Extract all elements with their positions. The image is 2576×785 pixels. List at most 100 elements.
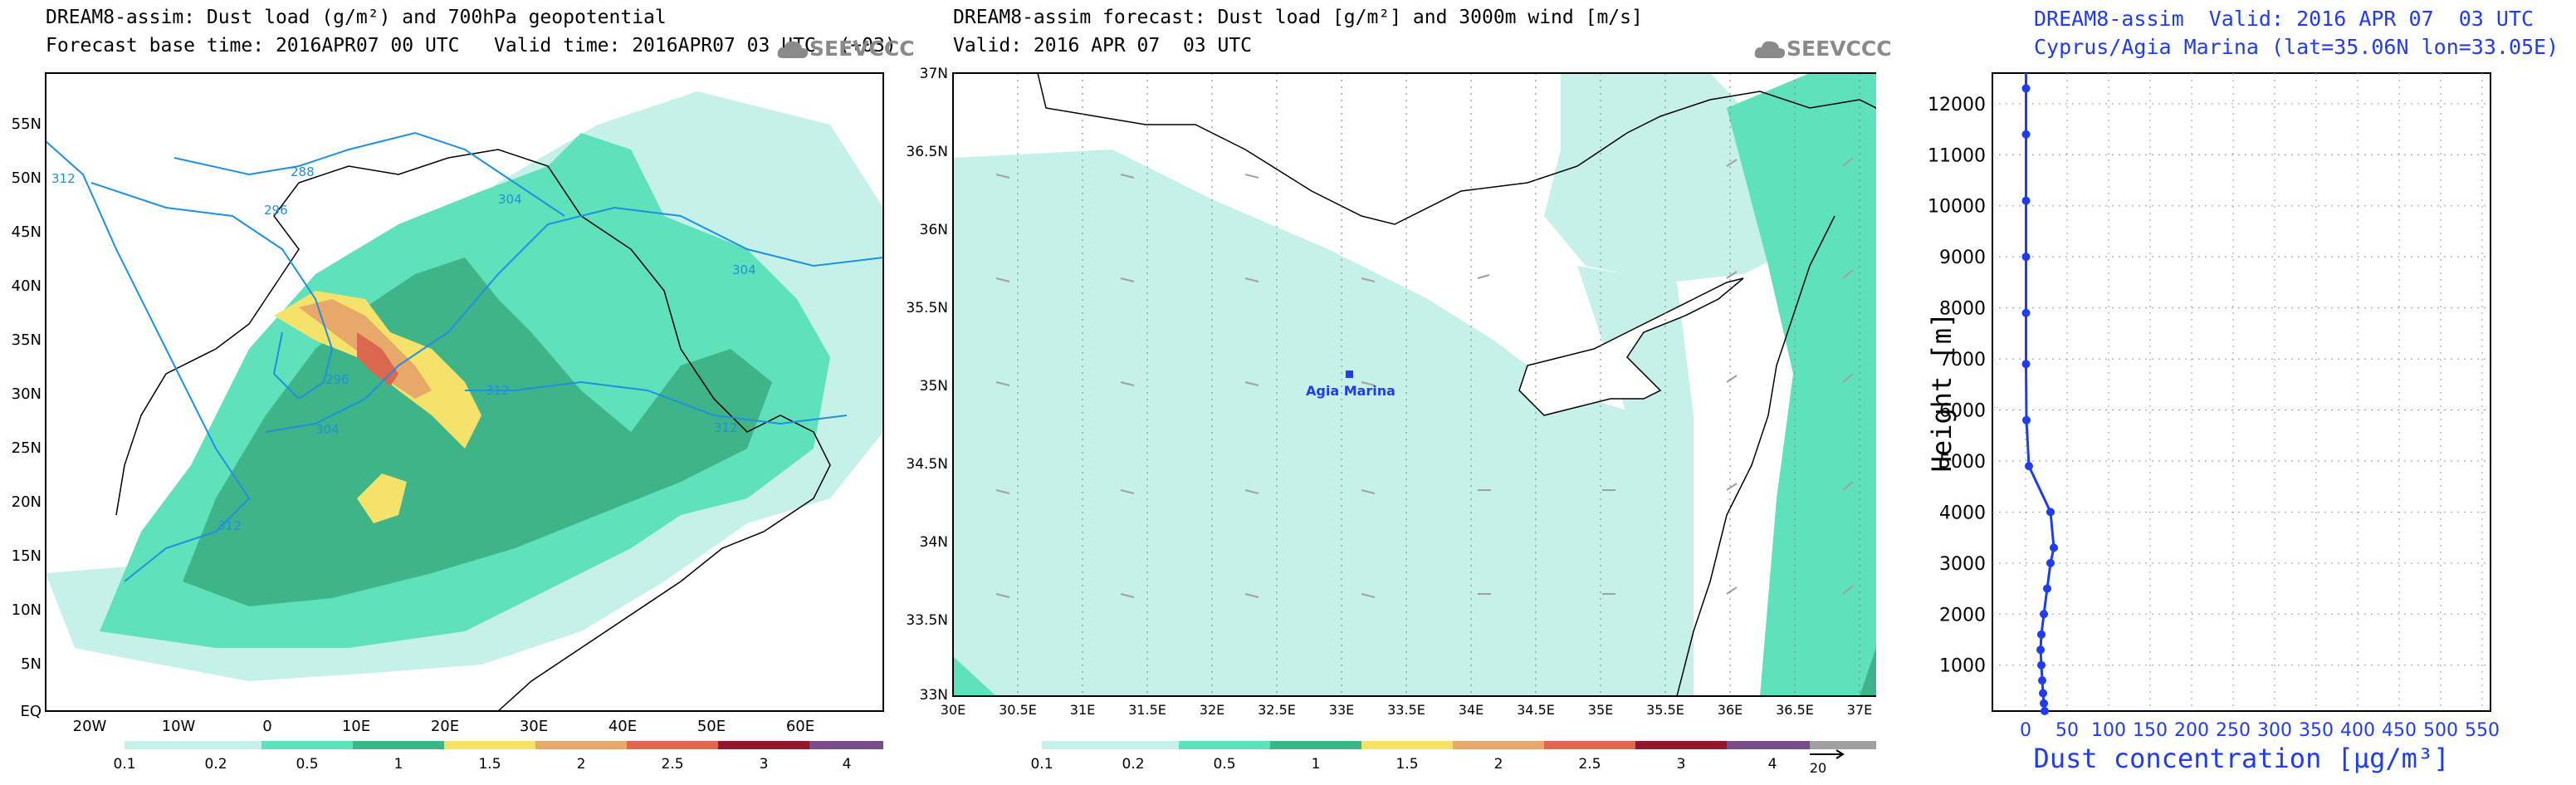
lon-label: 33.5E <box>1387 702 1425 718</box>
colorbar-swatch <box>1088 741 1179 749</box>
wind-arrow <box>1842 481 1854 491</box>
wind-arrow <box>1361 489 1376 494</box>
colorbar-label: 0.5 <box>1213 756 1235 773</box>
wind-arrow <box>1842 585 1854 595</box>
lat-label: 36.5N <box>906 144 948 160</box>
lat-label: 25N <box>12 439 42 457</box>
panel1-lat-axis: 55N 50N 45N 40N 35N 30N 25N 20N 15N 10N … <box>12 115 42 720</box>
dust-layer-1b <box>357 473 407 523</box>
lon-label: 30E <box>520 718 548 735</box>
profile-x-tick-label: 300 <box>2257 720 2292 741</box>
lat-label: 15N <box>12 547 42 565</box>
wind-arrow <box>1726 483 1738 491</box>
lon-label: 32E <box>1200 702 1224 718</box>
wind-arrow <box>1361 381 1376 386</box>
lat-label: 35.5N <box>906 300 948 316</box>
dust-region-0.1-middle <box>1577 266 1694 696</box>
contour-label: 312 <box>714 420 738 435</box>
profile-x-tick-label: 150 <box>2133 720 2168 741</box>
dust-layer-2 <box>357 332 398 386</box>
lon-label: 32.5E <box>1258 702 1296 718</box>
wind-arrow <box>995 489 1010 494</box>
colorbar-label: 1 <box>394 756 403 773</box>
profile-y-tick-label: 9000 <box>1939 248 1986 268</box>
panel2-frame <box>952 72 1876 697</box>
colorbar-label: 2.5 <box>1578 756 1601 773</box>
contour-312-line <box>46 140 251 582</box>
panel3-title-line2: Cyprus/Agia Marina (lat=35.06N lon=33.05… <box>2034 35 2559 59</box>
colorbar-label: 0.1 <box>113 756 135 773</box>
wind-arrow <box>1120 277 1135 282</box>
colorbar-swatch <box>444 741 535 749</box>
panel1-contour-labels: 312 288 296 304 304 296 312 304 312 312 <box>51 164 756 533</box>
profile-y-axis: 1000 2000 3000 4000 5000 6000 7000 8000 9000 1000… <box>1928 95 1986 677</box>
profile-y-axis-label: Height [m] <box>1926 312 1958 473</box>
colorbar-label: 2 <box>1494 756 1503 773</box>
lon-label: 30E <box>941 702 965 718</box>
wind-arrow <box>1842 373 1854 383</box>
panel2-logo: SEEVCCC <box>1753 37 1892 61</box>
profile-data-point <box>2021 130 2031 139</box>
colorbar-swatch <box>1544 741 1635 749</box>
profile-y-tick-label: 5000 <box>1939 452 1986 473</box>
profile-data-point <box>2043 584 2051 593</box>
lat-label: 36N <box>920 222 948 238</box>
lon-label: 20W <box>73 718 107 735</box>
colorbar-label: 0.2 <box>1122 756 1144 773</box>
lat-label: 5N <box>21 655 42 673</box>
wind-arrow <box>1244 381 1259 386</box>
colorbar-swatch <box>1453 741 1544 749</box>
profile-x-tick-label: 100 <box>2091 720 2126 741</box>
profile-y-tick-label: 8000 <box>1939 299 1986 320</box>
lat-label: 45N <box>12 223 42 241</box>
colorbar-swatch <box>809 741 883 749</box>
lat-label: 10N <box>12 601 42 619</box>
lat-label: 50N <box>12 169 42 187</box>
colorbar-swatch <box>170 741 262 749</box>
contour-label: 304 <box>315 422 340 437</box>
wind-arrow <box>995 593 1010 598</box>
levant-coastline <box>1676 215 1835 696</box>
profile-y-tick-label: 3000 <box>1939 554 1986 575</box>
profile-x-axis: 0 50 100 150 200 250 300 350 400 450 500 550 <box>2020 720 2500 741</box>
lon-label: 34.5E <box>1517 702 1555 718</box>
profile-x-tick-label: 450 <box>2382 720 2417 741</box>
lon-label: 31.5E <box>1128 702 1166 718</box>
agia-marina-label: Agia Marina <box>1306 383 1396 399</box>
contour-label: 312 <box>51 171 76 186</box>
panel2-title-line2: Valid: 2016 APR 07 03 UTC <box>953 35 1253 56</box>
profile-data-point <box>2021 360 2031 369</box>
panel3-title-line1: DREAM8-assim Valid: 2016 APR 07 03 UTC <box>2034 7 2534 31</box>
profile-data-point <box>2038 676 2046 685</box>
lat-label: 34N <box>920 534 948 551</box>
profile-data-point <box>2046 508 2055 517</box>
contour-label: 296 <box>325 372 349 387</box>
contour-label: 296 <box>264 203 288 218</box>
panel1-logo: SEEVCCC <box>776 37 915 61</box>
profile-data-point <box>2040 699 2048 708</box>
profile-x-tick-label: 50 <box>2055 720 2079 741</box>
lat-label: 20N <box>12 493 42 511</box>
lon-label: 33E <box>1329 702 1354 718</box>
profile-y-tick-label: 7000 <box>1939 350 1986 370</box>
colorbar-swatch <box>535 741 627 749</box>
colorbar-label: 4 <box>843 756 852 773</box>
profile-x-tick-label: 400 <box>2340 720 2375 741</box>
profile-data-point <box>2039 689 2047 698</box>
lon-label: 50E <box>697 718 726 735</box>
contour-296-line <box>90 182 334 400</box>
colorbar-swatch <box>125 741 170 749</box>
profile-data-point <box>2021 84 2031 93</box>
wind-arrow <box>1244 174 1259 179</box>
colorbar-swatch <box>1727 741 1810 749</box>
lat-label: 34.5N <box>906 456 948 473</box>
profile-data-point <box>2037 630 2046 639</box>
contour-label: 304 <box>732 262 756 277</box>
lat-label: 40N <box>12 277 42 295</box>
profile-x-tick-label: 350 <box>2299 720 2334 741</box>
colorbar-label: 2.5 <box>661 756 683 773</box>
lat-label: 35N <box>12 331 42 349</box>
profile-y-tick-label: 1000 <box>1939 656 1986 677</box>
colorbar-label: 3 <box>1677 756 1686 773</box>
contour-304-line <box>265 206 883 433</box>
